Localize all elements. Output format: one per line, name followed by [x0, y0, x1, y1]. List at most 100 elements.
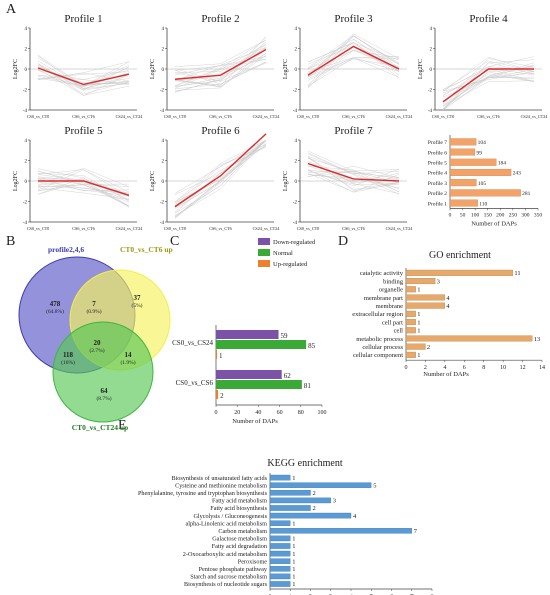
profile-member-line: [307, 157, 400, 193]
go-bar: [405, 335, 533, 342]
profile-member-line: [37, 187, 130, 200]
x-tick-label: 8: [482, 365, 485, 371]
go-bar: [405, 302, 446, 309]
x-tick-label: CS0_vs_CT0: [164, 226, 187, 231]
profile-member-line: [307, 165, 400, 178]
category-label: Galactose metabolism: [212, 536, 267, 543]
regulation-bar: [216, 340, 307, 349]
bar-value-label: 1: [292, 551, 295, 558]
profile-mean-line: [174, 133, 267, 208]
regulation-bar: [216, 350, 218, 359]
count-bar: [449, 199, 478, 207]
y-tick-label: -4: [293, 109, 298, 114]
profile-member-line: [37, 169, 130, 197]
y-axis-label: Log2FC: [150, 171, 156, 191]
bar-value-label: 1: [292, 581, 295, 588]
kegg-bar: [269, 505, 311, 511]
profile-member-line: [37, 183, 130, 191]
bar-value-label: 99: [476, 150, 482, 156]
profile-member-line: [37, 177, 130, 207]
y-axis-label: Log2FC: [418, 59, 424, 79]
y-tick-label: -2: [160, 201, 165, 206]
y-tick-label: 0: [295, 68, 298, 73]
x-tick-label: 0: [215, 410, 218, 416]
y-tick-label: 0: [295, 180, 298, 185]
category-label: membrane: [376, 303, 404, 310]
venn-set-label-2: CT0_vs_CT6 up: [120, 245, 173, 254]
category-label: organelle: [379, 287, 403, 294]
profile-member-line: [307, 174, 400, 185]
x-tick-label: 150: [484, 212, 493, 218]
profile-member-line: [442, 59, 535, 111]
bar-value-label: 1: [292, 558, 295, 565]
x-tick-label: CS0_vs_CT0: [297, 114, 320, 119]
x-tick-label: 14: [539, 365, 545, 371]
x-tick-label: CS6_vs_CT6: [342, 226, 365, 231]
category-label: Starch and sucrose metabolism: [190, 574, 267, 581]
profile-member-line: [442, 66, 535, 92]
profile-member-line: [37, 55, 130, 90]
kegg-bar: [269, 482, 372, 488]
x-tick-label: CS0_vs_CT0: [432, 114, 455, 119]
count-bar: [449, 138, 477, 146]
y-tick-label: 2: [430, 48, 433, 53]
profile-plot-1: -4 -2 0 2 4 Log2FC Profile 1 CS0_vs_CT0 CS6_vs_C…: [13, 13, 143, 119]
profile-title: Profile 4: [469, 13, 508, 25]
bar-value-label: 13: [534, 336, 541, 343]
profile-member-line: [174, 146, 267, 202]
category-label: Profile 4: [428, 170, 447, 177]
venn-region-count: 118: [63, 351, 74, 359]
y-tick-label: 2: [295, 160, 298, 165]
y-tick-label: -4: [160, 221, 165, 226]
kegg-bar: [269, 497, 331, 504]
profile-member-line: [174, 139, 267, 217]
x-tick-label: 7: [410, 593, 414, 595]
profile-member-line: [307, 152, 400, 175]
bar-value-label: 1: [292, 536, 295, 543]
venn-set-label-1: profile2,4,6: [48, 245, 84, 254]
bar-value-label: 2: [427, 344, 430, 351]
category-label: binding: [383, 278, 404, 285]
y-tick-label: 2: [162, 48, 165, 53]
category-label: Biosynthesis of unsaturated fatty acids: [171, 475, 267, 482]
profile-member-line: [174, 39, 267, 68]
venn-region-count: 37: [134, 294, 142, 302]
bar-value-label: 243: [513, 171, 522, 177]
legend-swatch: [258, 238, 270, 245]
profile-member-line: [307, 170, 400, 180]
profile-plot-5: -4 -2 0 2 4 Log2FC Profile 5 CS0_vs_CT0 CS6_vs_C…: [13, 125, 143, 231]
profile-member-line: [442, 69, 535, 111]
go-bar: [405, 319, 416, 326]
regulation-bar: [216, 390, 219, 399]
count-bar: [449, 179, 477, 187]
profile-member-line: [307, 168, 400, 187]
venn-region-count: 14: [125, 351, 133, 359]
y-tick-label: -4: [160, 109, 165, 114]
venn-region-percent: (0.9%): [86, 308, 101, 315]
profile-member-line: [307, 56, 400, 77]
bar-value-label: 4: [446, 303, 450, 310]
profile-member-line: [307, 35, 400, 77]
regulation-bar: [216, 330, 279, 339]
y-tick-label: -2: [23, 201, 28, 206]
go-bar: [405, 310, 416, 317]
y-tick-label: 0: [25, 180, 28, 185]
y-axis-label: Log2FC: [283, 171, 289, 191]
go-bar: [405, 278, 436, 285]
x-tick-label: 350: [534, 212, 543, 218]
profile-member-line: [174, 55, 267, 81]
venn-set-3: [52, 321, 154, 423]
profile-title: Profile 7: [334, 125, 373, 137]
kegg-bar: [269, 558, 291, 564]
category-label: CS0_vs_CS6: [176, 379, 214, 387]
panel-label-b: B: [6, 234, 16, 249]
profile-member-line: [174, 139, 267, 214]
category-label: extracellular region: [352, 311, 403, 318]
y-tick-label: 4: [162, 27, 165, 32]
panel-label-c: C: [170, 234, 180, 249]
x-tick-label: 0: [268, 593, 272, 595]
bar-value-label: 1: [219, 352, 223, 360]
y-tick-label: 0: [430, 68, 433, 73]
go-bar: [405, 286, 416, 293]
bar-value-label: 105: [478, 181, 487, 187]
